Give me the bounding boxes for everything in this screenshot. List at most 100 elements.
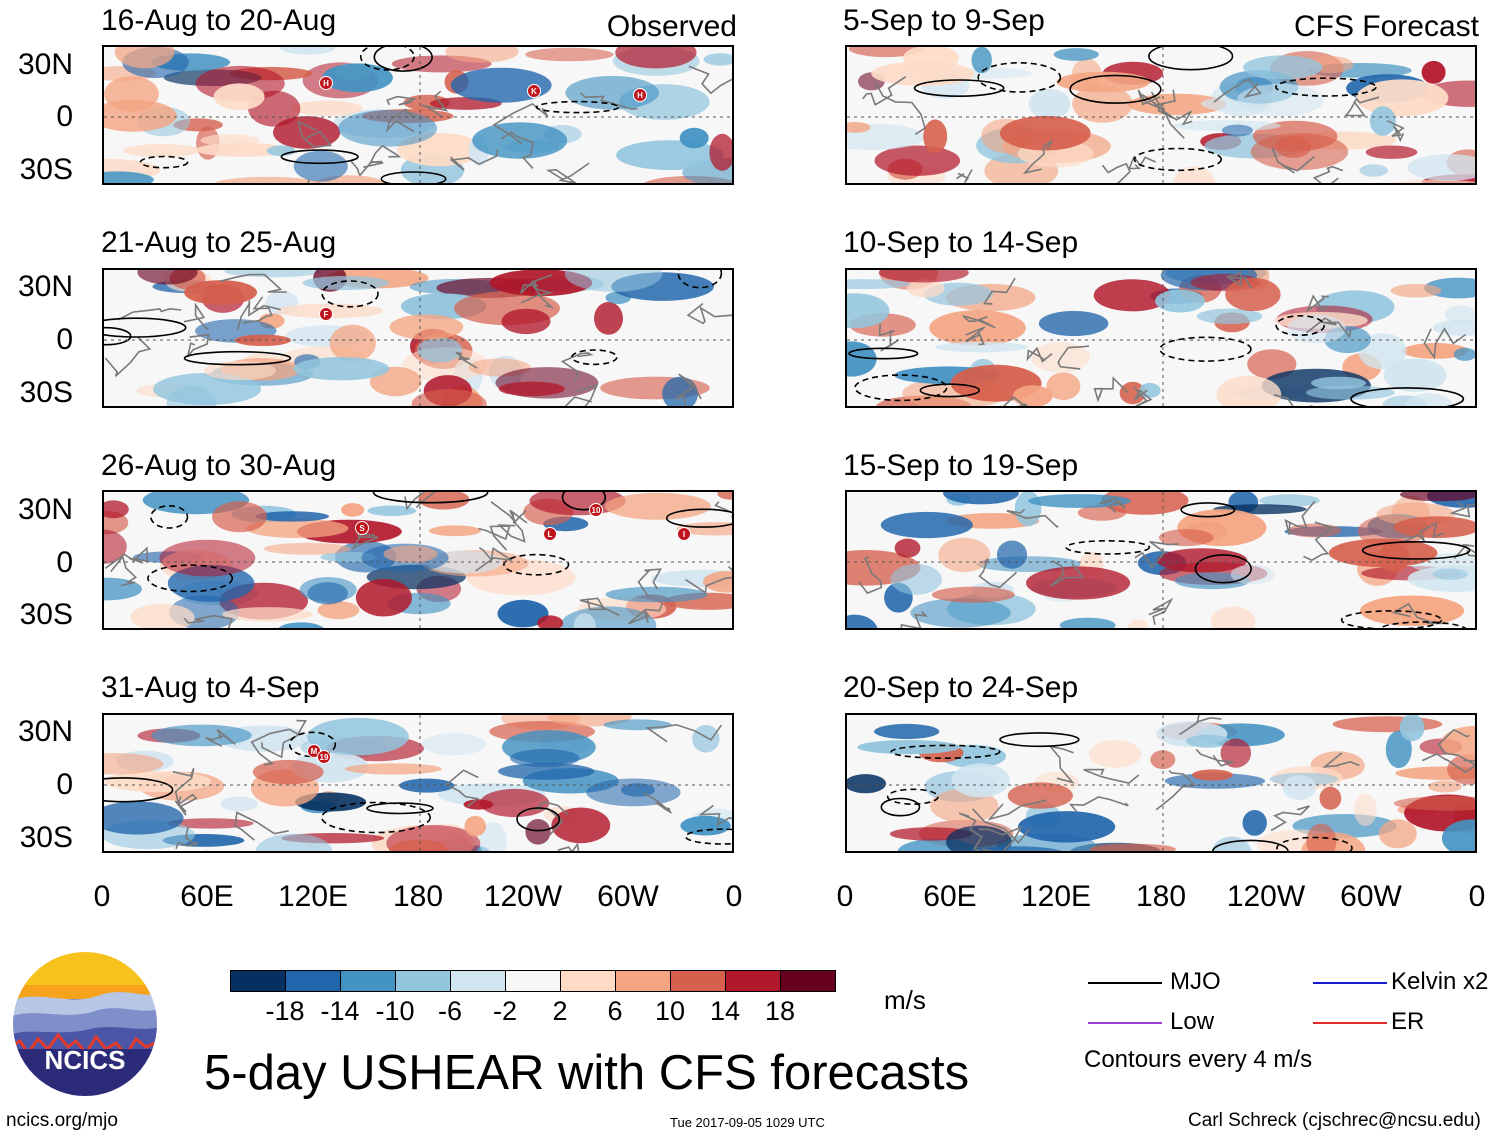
shear-field <box>847 270 1475 406</box>
coastline <box>900 611 929 628</box>
coastline <box>1270 805 1310 832</box>
coastline <box>455 351 478 369</box>
observed-panel-title-2: 21-Aug to 25-Aug <box>101 226 337 259</box>
shear-anomaly-blob <box>605 586 708 603</box>
shear-anomaly-blob <box>307 717 409 756</box>
shear-field <box>847 47 1475 183</box>
coastline <box>874 81 926 135</box>
mjo-contour <box>1148 47 1234 71</box>
mjo-contour <box>503 553 570 576</box>
shear-anomaly-blob <box>510 749 580 768</box>
storm-marker: 10 <box>589 503 603 517</box>
shear-anomaly-blob <box>565 75 659 110</box>
coastline <box>1344 96 1380 117</box>
shear-anomaly-blob <box>679 127 709 149</box>
lat-label-30s: 30S <box>19 153 73 186</box>
lat-label-0: 0 <box>56 100 73 133</box>
coastline <box>1391 602 1446 625</box>
shear-anomaly-blob <box>1007 782 1073 809</box>
coastline <box>104 336 152 377</box>
shear-anomaly-blob <box>104 801 184 835</box>
coastline <box>642 792 672 814</box>
shear-anomaly-blob <box>1237 83 1324 117</box>
coastline <box>545 162 590 183</box>
mjo-contour <box>977 61 1062 93</box>
coastline <box>982 277 1016 306</box>
shear-anomaly-blob <box>479 788 550 818</box>
lat-label-30s: 30S <box>19 376 73 409</box>
shear-anomaly-blob <box>389 314 464 340</box>
logo-text: NCICS <box>45 1045 126 1075</box>
shear-anomaly-blob <box>104 99 177 132</box>
shear-anomaly-blob <box>615 47 697 69</box>
coastline <box>475 547 512 572</box>
shear-anomaly-blob <box>1428 780 1462 793</box>
mjo-contour <box>1275 77 1377 97</box>
shear-anomaly-blob <box>255 511 329 522</box>
shear-anomaly-blob <box>255 833 333 851</box>
mjo-contour <box>1159 336 1252 362</box>
coastline <box>858 556 883 595</box>
colorbar-tick-label: 6 <box>607 996 623 1026</box>
shear-anomaly-blob <box>1306 823 1337 851</box>
shear-anomaly-blob <box>130 603 195 628</box>
colorbar-swatch <box>560 970 616 992</box>
shear-anomaly-blob <box>104 753 164 775</box>
shear-anomaly-blob <box>1220 738 1252 768</box>
coastline <box>1128 155 1157 170</box>
coastline <box>350 160 384 177</box>
mjo-contour <box>886 788 939 805</box>
lon-label-60w: 60W <box>1340 880 1402 913</box>
coastline <box>1306 317 1352 339</box>
coastline <box>492 102 549 145</box>
coastline <box>987 799 1047 821</box>
shear-anomaly-blob <box>1053 48 1099 61</box>
mjo-contour <box>890 744 1001 759</box>
mjo-contour <box>1180 502 1236 518</box>
map-panel-observed-3: S L 10 I <box>102 490 734 630</box>
shear-anomaly-blob <box>1432 568 1468 580</box>
shear-anomaly-blob <box>293 357 390 381</box>
shear-anomaly-blob <box>938 537 991 573</box>
shear-anomaly-blob <box>621 783 655 797</box>
colorbar-swatch <box>285 970 341 992</box>
shear-anomaly-blob <box>418 492 470 510</box>
shear-anomaly-blob <box>501 308 551 335</box>
shear-anomaly-blob <box>263 542 352 555</box>
coastline <box>1226 270 1252 289</box>
lat-label-0: 0 <box>56 546 73 579</box>
shear-anomaly-blob <box>498 763 595 780</box>
shear-anomaly-blob <box>951 763 1010 798</box>
shear-field: F <box>104 270 732 406</box>
shear-anomaly-blob <box>1404 393 1454 406</box>
coastline <box>519 279 541 304</box>
shear-anomaly-blob <box>355 578 412 617</box>
shear-anomaly-blob <box>293 150 348 182</box>
shear-anomaly-blob <box>971 47 992 74</box>
lon-label-120w: 120W <box>1226 880 1306 913</box>
shear-anomaly-blob <box>280 47 335 55</box>
shear-anomaly-blob <box>1172 120 1281 132</box>
shear-anomaly-blob <box>1359 164 1389 177</box>
shear-anomaly-blob <box>910 598 1011 628</box>
coastline <box>628 603 664 625</box>
storm-marker: H <box>633 88 647 102</box>
colorbar-swatch <box>395 970 451 992</box>
coastline <box>234 811 289 841</box>
mjo-contour <box>183 350 292 366</box>
shear-anomaly-blob <box>1028 494 1131 508</box>
coastline <box>1101 162 1131 183</box>
mjo-contour <box>684 828 732 845</box>
lon-label-60e: 60E <box>923 880 977 913</box>
colorbar-tick-label: 2 <box>552 996 568 1026</box>
coastline <box>1213 78 1262 103</box>
footer-credit: Carl Schreck (cjschrec@ncsu.edu) <box>1188 1110 1481 1131</box>
shear-anomaly-blob <box>383 545 438 563</box>
observed-panel-title-1: 16-Aug to 20-Aug <box>101 4 337 37</box>
shear-anomaly-blob <box>1399 715 1425 742</box>
coastline <box>206 850 208 851</box>
coastline <box>174 793 198 816</box>
mjo-contour <box>1069 74 1162 104</box>
legend-low-line <box>1088 1022 1162 1024</box>
lon-label-180: 180 <box>1135 880 1187 913</box>
